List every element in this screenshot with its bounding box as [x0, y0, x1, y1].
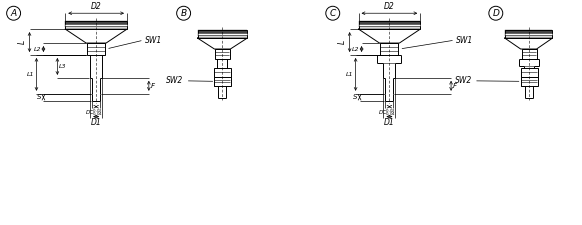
Text: L1: L1 [27, 72, 34, 77]
Text: D1: D1 [91, 118, 101, 127]
Bar [505, 30, 552, 36]
Text: L3: L3 [58, 64, 66, 69]
Text: S: S [37, 94, 41, 100]
Text: B: B [180, 9, 187, 18]
Bar [214, 68, 232, 77]
Text: D2: D2 [91, 2, 101, 11]
Bar [197, 30, 247, 38]
Text: D: D [492, 9, 499, 18]
Bar [521, 77, 538, 86]
Bar [521, 49, 537, 59]
Bar [65, 21, 127, 27]
Bar [359, 21, 420, 29]
Text: A: A [10, 9, 17, 18]
Text: L2: L2 [352, 47, 360, 52]
Bar [65, 21, 127, 29]
Text: $D^{-0.02}_{-0.04}$: $D^{-0.02}_{-0.04}$ [85, 108, 103, 119]
Text: D2: D2 [384, 2, 395, 11]
Text: F: F [151, 83, 155, 89]
Text: SW2: SW2 [166, 76, 184, 85]
Bar [197, 30, 247, 36]
Bar [505, 30, 552, 38]
Bar [359, 21, 420, 27]
Bar [521, 68, 538, 77]
Text: L1: L1 [346, 72, 354, 77]
Text: L: L [338, 40, 347, 44]
Bar [214, 77, 232, 86]
Text: L2: L2 [34, 47, 41, 52]
Text: SW2: SW2 [455, 76, 472, 85]
Text: L: L [17, 40, 27, 44]
Text: SW1: SW1 [456, 36, 473, 45]
Text: D1: D1 [384, 118, 395, 127]
Bar [381, 43, 398, 55]
Text: C: C [329, 9, 336, 18]
Text: SW1: SW1 [145, 36, 162, 45]
Text: F: F [453, 83, 457, 89]
Bar [215, 49, 230, 59]
Text: S: S [353, 94, 357, 100]
Bar [87, 43, 105, 55]
Text: $D^{-0.02}_{-0.04}$: $D^{-0.02}_{-0.04}$ [378, 108, 396, 119]
